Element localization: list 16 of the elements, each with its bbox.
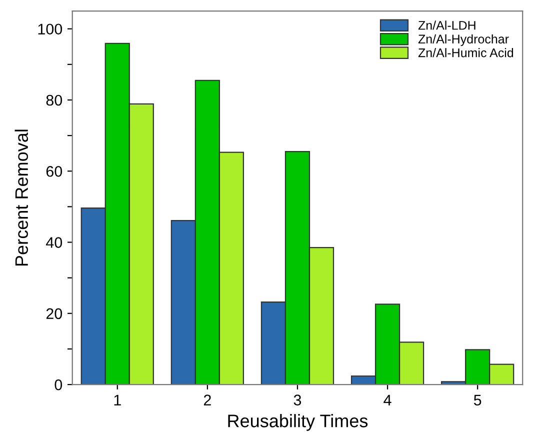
x-tick-label: 3 [294, 394, 302, 406]
y-axis-title: Percent Removal [14, 130, 28, 266]
legend-label: Zn/Al-Humic Acid [418, 48, 514, 58]
x-tick-label: 4 [384, 394, 392, 406]
x-tick-label: 1 [114, 394, 121, 406]
x-tick-label: 2 [204, 394, 211, 406]
y-tick-label: 60 [46, 166, 62, 177]
x-tick-label: 5 [474, 394, 482, 406]
y-tick-label: 80 [46, 94, 62, 106]
y-tick-label: 40 [46, 237, 62, 248]
legend-label: Zn/Al-Hydrochar [418, 34, 509, 46]
y-tick-label: 20 [46, 308, 62, 320]
legend-label: Zn/Al-LDH [418, 20, 476, 30]
y-tick-label: 0 [54, 379, 62, 390]
x-axis-title: Reusability Times [228, 414, 368, 431]
y-tick-label: 100 [38, 24, 62, 35]
